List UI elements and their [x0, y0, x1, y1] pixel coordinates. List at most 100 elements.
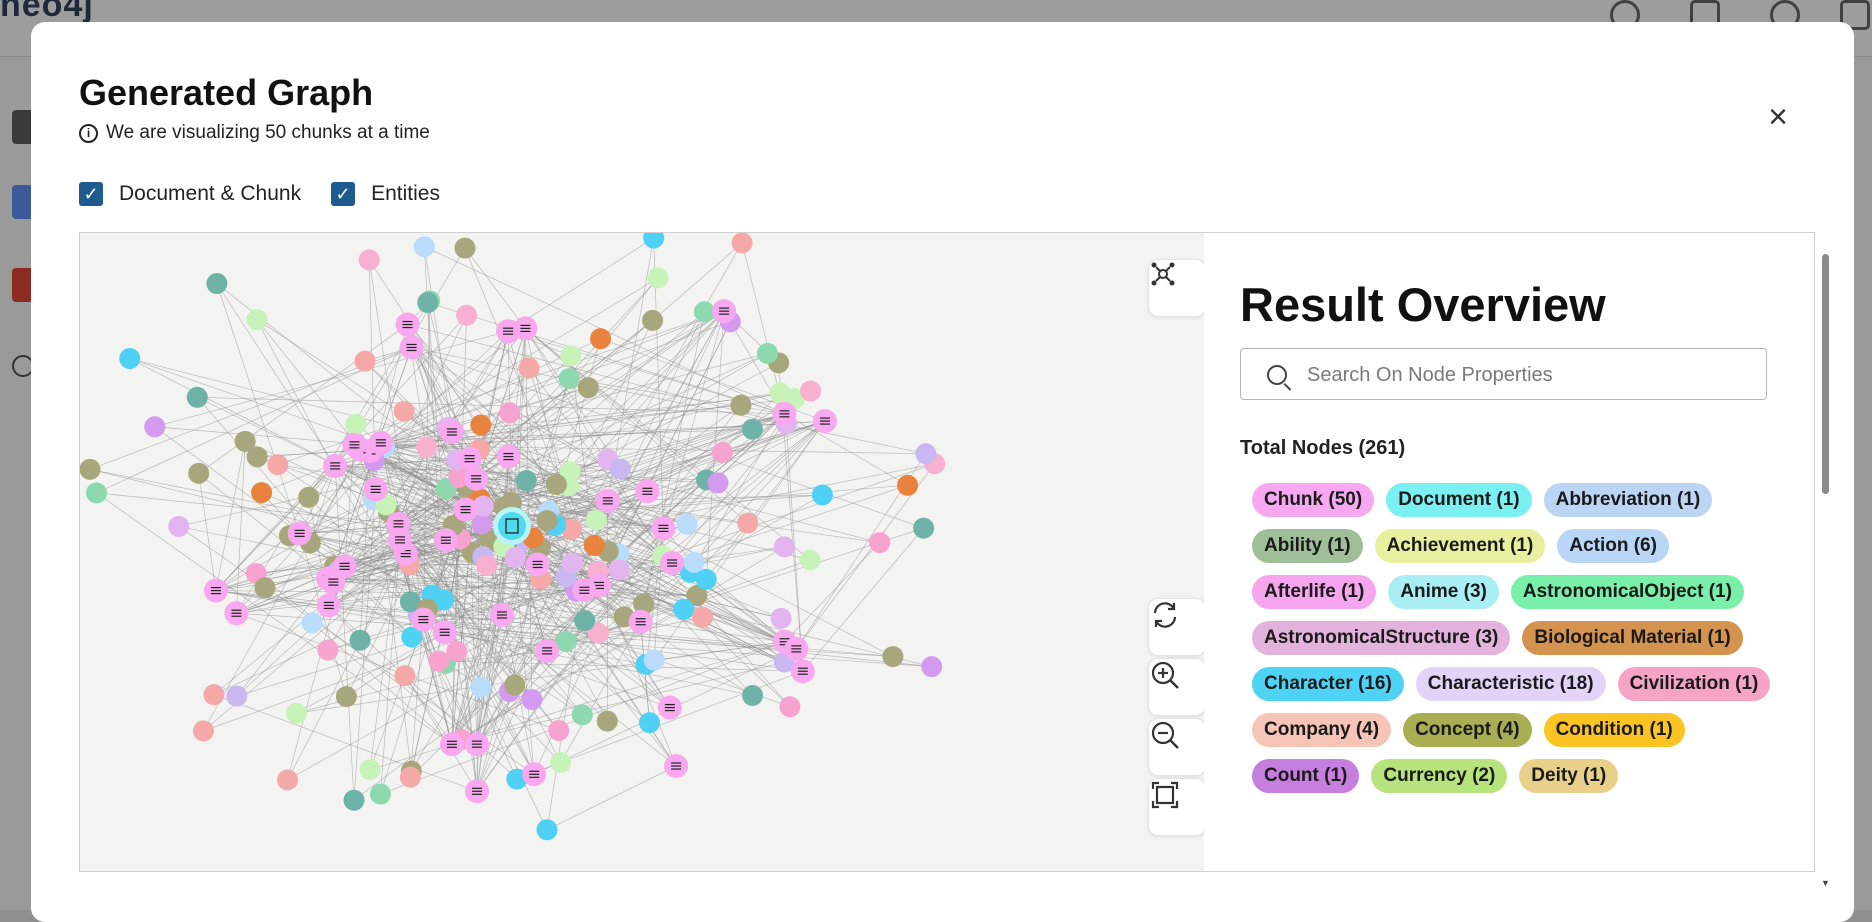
entity-node[interactable] — [608, 559, 629, 580]
entity-node[interactable] — [673, 599, 694, 620]
entity-node[interactable] — [771, 608, 792, 629]
entity-node[interactable] — [800, 381, 821, 402]
entity-node[interactable] — [644, 650, 665, 671]
label-chip[interactable]: Biological Material (1) — [1522, 621, 1742, 655]
entity-node[interactable] — [737, 513, 758, 534]
node-search[interactable] — [1240, 348, 1767, 400]
entity-node[interactable] — [168, 516, 189, 537]
entity-node[interactable] — [648, 267, 669, 288]
entity-node[interactable] — [742, 419, 763, 440]
entity-node[interactable] — [359, 249, 380, 270]
entity-node[interactable] — [86, 482, 107, 503]
entity-node[interactable] — [499, 402, 520, 423]
entity-node[interactable] — [251, 482, 272, 503]
entity-node[interactable] — [286, 703, 307, 724]
entity-node[interactable] — [572, 704, 593, 725]
entity-node[interactable] — [446, 641, 467, 662]
entity-node[interactable] — [516, 470, 537, 491]
entity-node[interactable] — [757, 343, 778, 364]
entity-node[interactable] — [779, 696, 800, 717]
entity-node[interactable] — [504, 675, 525, 696]
entity-node[interactable] — [400, 767, 421, 788]
entity-node[interactable] — [267, 454, 288, 475]
entity-node[interactable] — [187, 387, 208, 408]
entity-node[interactable] — [590, 328, 611, 349]
label-chip[interactable]: AstronomicalStructure (3) — [1252, 621, 1510, 655]
entity-node[interactable] — [562, 552, 583, 573]
document-chunk-checkbox[interactable]: ✓ Document & Chunk — [79, 182, 301, 206]
entity-node[interactable] — [683, 552, 704, 573]
label-chip[interactable]: Deity (1) — [1519, 759, 1618, 793]
label-chip[interactable]: AstronomicalObject (1) — [1511, 575, 1744, 609]
entity-node[interactable] — [742, 685, 763, 706]
entity-node[interactable] — [812, 484, 833, 505]
label-chip[interactable]: Concept (4) — [1403, 713, 1532, 747]
entity-node[interactable] — [394, 401, 415, 422]
entity-node[interactable] — [302, 612, 323, 633]
entity-node[interactable] — [730, 395, 751, 416]
entity-node[interactable] — [119, 348, 140, 369]
entity-node[interactable] — [559, 368, 580, 389]
fit-to-screen-button[interactable] — [1148, 778, 1206, 836]
label-chip[interactable]: Currency (2) — [1371, 759, 1507, 793]
entity-node[interactable] — [897, 475, 918, 496]
label-chip[interactable]: Ability (1) — [1252, 529, 1363, 563]
entity-node[interactable] — [546, 474, 567, 495]
label-chip[interactable]: Count (1) — [1252, 759, 1359, 793]
entity-node[interactable] — [470, 414, 491, 435]
entity-node[interactable] — [915, 443, 936, 464]
entity-node[interactable] — [144, 416, 165, 437]
label-chip[interactable]: Anime (3) — [1388, 575, 1499, 609]
entity-node[interactable] — [254, 577, 275, 598]
zoom-in-button[interactable] — [1148, 658, 1206, 716]
entity-node[interactable] — [712, 442, 733, 463]
label-chip[interactable]: Action (6) — [1557, 529, 1669, 563]
entity-node[interactable] — [355, 351, 376, 372]
entity-node[interactable] — [359, 759, 380, 780]
entity-node[interactable] — [470, 677, 491, 698]
entity-node[interactable] — [188, 463, 209, 484]
entity-node[interactable] — [193, 720, 214, 741]
entity-node[interactable] — [521, 689, 542, 710]
entity-node[interactable] — [246, 309, 267, 330]
entity-node[interactable] — [428, 650, 449, 671]
entity-node[interactable] — [597, 711, 618, 732]
entity-node[interactable] — [586, 510, 607, 531]
graph-canvas[interactable] — [79, 232, 1206, 872]
graph-layout-button[interactable] — [1148, 259, 1206, 317]
refresh-button[interactable] — [1148, 598, 1206, 656]
entity-node[interactable] — [336, 686, 357, 707]
close-icon[interactable]: × — [1763, 102, 1793, 132]
label-chip[interactable]: Abbreviation (1) — [1544, 483, 1713, 517]
graph-visualization[interactable] — [80, 233, 1205, 871]
label-chip[interactable]: Afterlife (1) — [1252, 575, 1376, 609]
entity-node[interactable] — [869, 532, 890, 553]
entity-node[interactable] — [394, 665, 415, 686]
entity-node[interactable] — [639, 712, 660, 733]
entity-node[interactable] — [610, 458, 631, 479]
entity-node[interactable] — [643, 233, 664, 249]
entity-node[interactable] — [692, 607, 713, 628]
entity-node[interactable] — [537, 510, 558, 531]
entity-node[interactable] — [505, 547, 526, 568]
entity-node[interactable] — [476, 555, 497, 576]
entity-node[interactable] — [694, 301, 715, 322]
entity-node[interactable] — [206, 273, 227, 294]
entity-node[interactable] — [226, 686, 247, 707]
entity-node[interactable] — [574, 610, 595, 631]
entities-checkbox[interactable]: ✓ Entities — [331, 182, 440, 206]
label-chip[interactable]: Character (16) — [1252, 667, 1404, 701]
entity-node[interactable] — [708, 472, 729, 493]
entity-node[interactable] — [537, 819, 558, 840]
label-chip[interactable]: Civilization (1) — [1618, 667, 1771, 701]
entity-node[interactable] — [560, 345, 581, 366]
entity-node[interactable] — [677, 514, 698, 535]
entity-node[interactable] — [370, 784, 391, 805]
document-node[interactable] — [498, 512, 526, 540]
entity-node[interactable] — [800, 549, 821, 570]
entity-node[interactable] — [80, 459, 101, 480]
entity-node[interactable] — [642, 310, 663, 331]
label-chip[interactable]: Characteristic (18) — [1416, 667, 1606, 701]
zoom-out-button[interactable] — [1148, 718, 1206, 776]
panel-scrollbar[interactable] — [1822, 254, 1829, 494]
